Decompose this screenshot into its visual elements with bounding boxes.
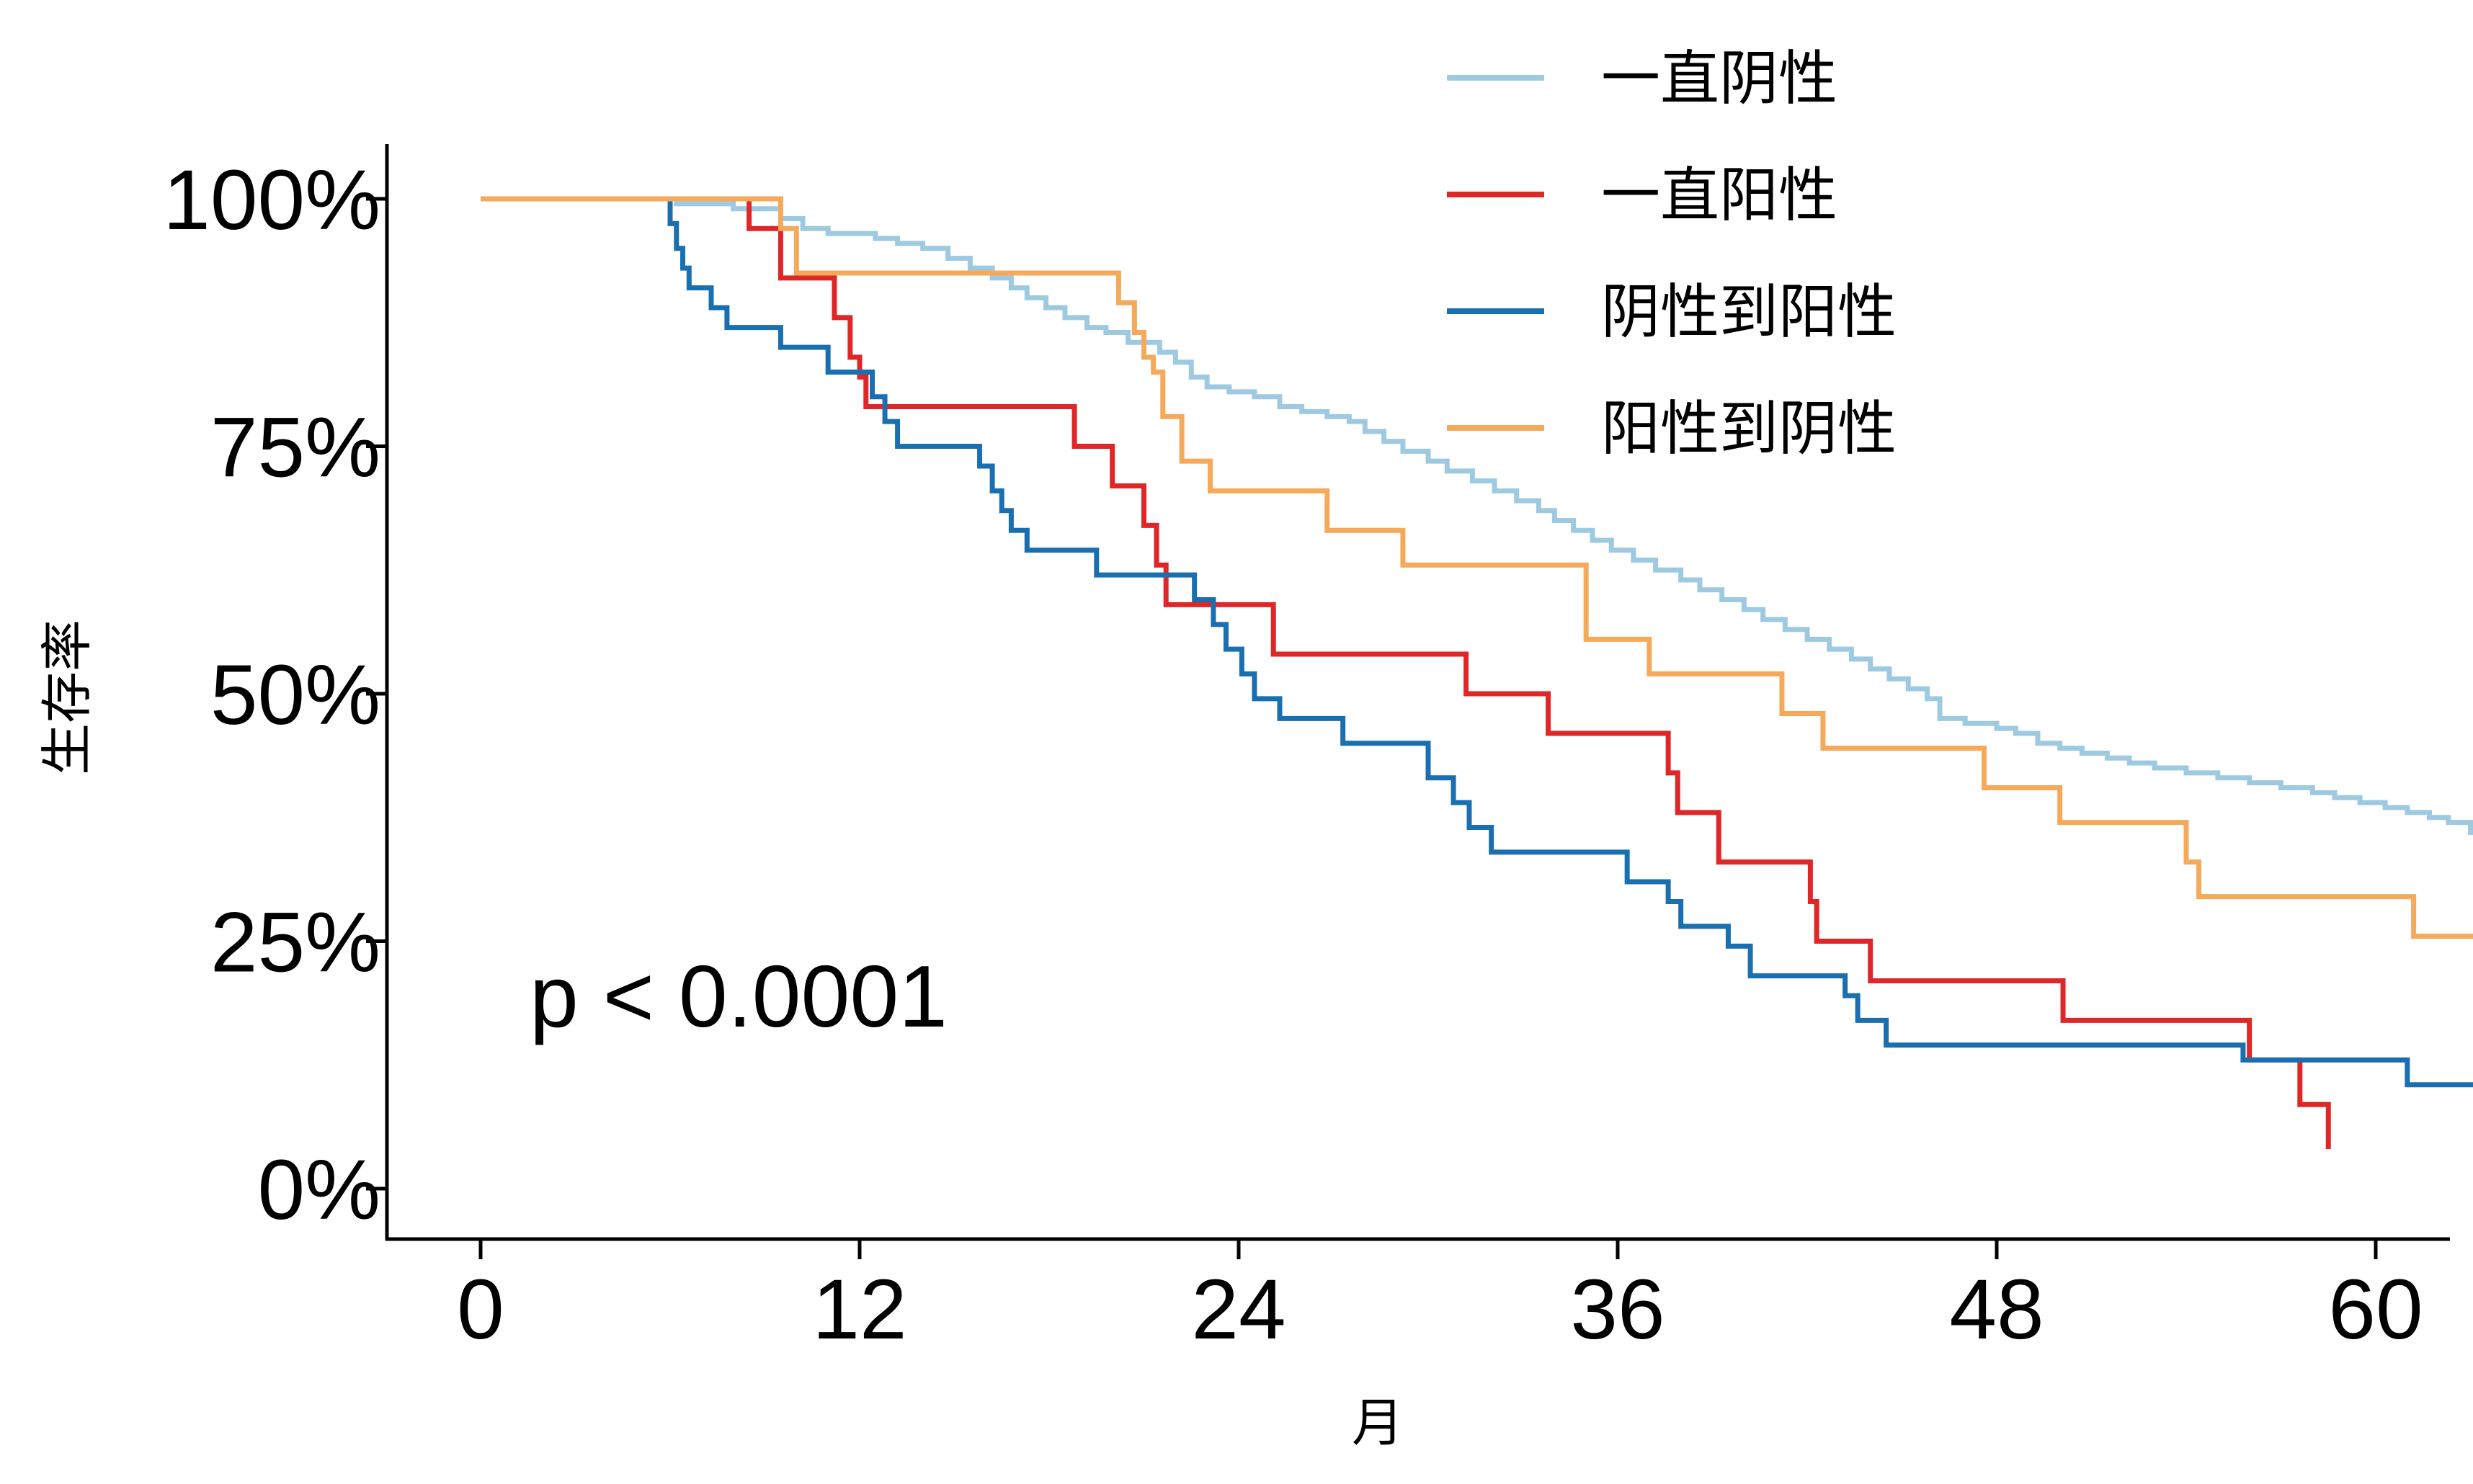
x-tick-label: 36 [1570,1262,1665,1357]
x-axis-title: 月 [1352,1393,1404,1453]
y-axis-ticks: 0% 25% 50% 75% 100% [163,153,387,1238]
x-tick-label: 0 [457,1262,504,1357]
legend-label: 一直阴性 [1601,45,1837,113]
legend-label: 阳性到阴性 [1601,395,1897,463]
series-line-1 [481,196,2331,1150]
y-tick-label: 25% [210,895,380,991]
series-line-3 [481,196,2473,939]
x-tick-label: 24 [1191,1262,1285,1357]
x-tick-label: 48 [1949,1262,2044,1357]
series-line-2 [481,196,2473,1088]
y-axis-title: 生存率 [37,620,97,775]
y-tick-label: 100% [163,153,380,248]
y-tick-label: 0% [257,1143,380,1238]
x-axis-ticks: 0122436486072 [457,1239,2423,1357]
p-value-annotation: p < 0.0001 [530,947,948,1045]
legend-label: 一直阳性 [1601,161,1837,230]
y-tick-label: 75% [210,401,380,496]
series-line-0 [481,196,2473,835]
survival-curves [481,196,2473,1150]
legend-label: 阴性到阳性 [1601,278,1897,347]
x-tick-label: 60 [2328,1262,2423,1357]
y-tick-label: 50% [210,648,380,743]
x-tick-label: 12 [812,1262,906,1357]
